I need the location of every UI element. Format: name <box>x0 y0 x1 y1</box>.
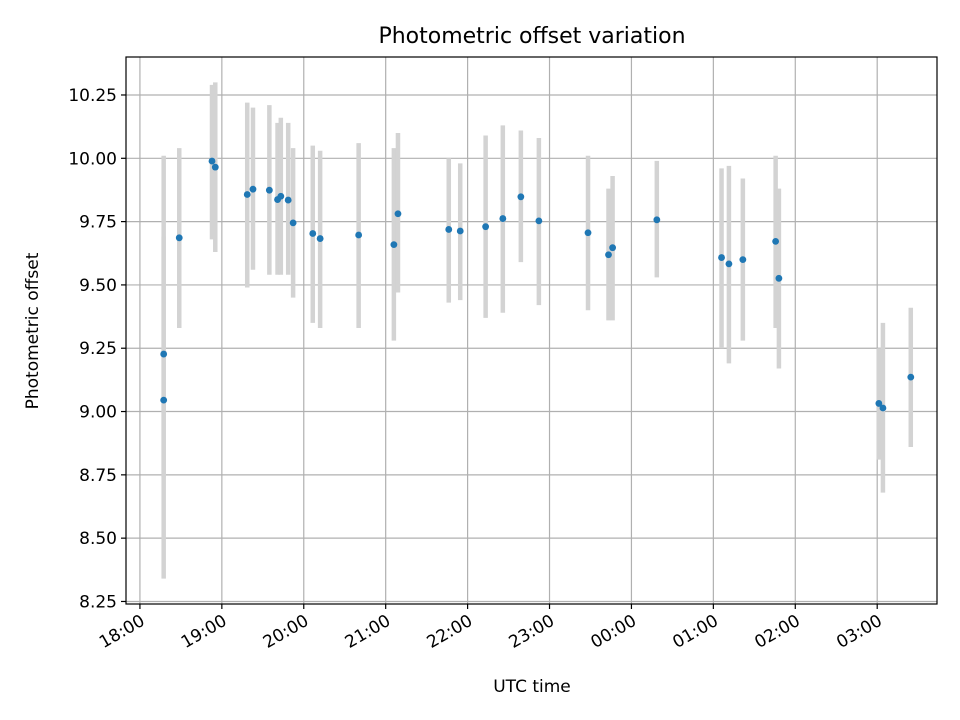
data-point <box>653 216 661 224</box>
y-tick-label: 9.50 <box>79 276 117 296</box>
plot-frame <box>125 56 938 605</box>
x-tick-label: 20:00 <box>260 611 312 653</box>
error-bars <box>161 82 914 579</box>
y-tick-label: 8.75 <box>79 466 117 486</box>
data-point <box>609 244 616 252</box>
data-point <box>879 404 887 412</box>
data-point <box>316 235 324 242</box>
x-tick-label: 03:00 <box>833 611 885 653</box>
data-points <box>160 157 915 412</box>
data-point <box>243 191 251 198</box>
x-tick-label: 18:00 <box>96 611 148 653</box>
data-point <box>875 400 883 407</box>
x-tick-label: 22:00 <box>424 611 476 653</box>
data-point <box>725 260 733 268</box>
data-point <box>277 192 285 200</box>
y-tick-label: 8.25 <box>79 592 117 612</box>
data-point <box>309 230 317 237</box>
y-tick-label: 9.75 <box>79 213 117 233</box>
data-point <box>175 234 183 242</box>
data-point <box>482 223 490 231</box>
data-point <box>284 196 292 204</box>
y-tick-label: 9.25 <box>79 339 117 359</box>
x-tick-label: 02:00 <box>751 611 803 653</box>
data-point <box>456 227 464 235</box>
data-point <box>907 373 915 381</box>
data-point <box>772 237 780 245</box>
data-point <box>355 231 363 239</box>
x-tick-label: 19:00 <box>178 611 230 653</box>
data-point <box>584 229 592 237</box>
y-tick-label: 9.00 <box>79 403 117 423</box>
y-tick-label: 10.25 <box>68 86 117 106</box>
x-tick-label: 21:00 <box>342 611 394 653</box>
chart-title: Photometric offset variation <box>378 24 685 49</box>
y-tick-label: 10.00 <box>68 149 117 169</box>
x-axis-label: UTC time <box>493 677 571 697</box>
x-tick-label: 23:00 <box>506 611 558 653</box>
data-point <box>249 185 257 193</box>
data-point <box>499 215 507 222</box>
data-point <box>535 217 543 225</box>
data-point <box>394 210 402 218</box>
data-point <box>208 157 216 165</box>
x-tick-label: 01:00 <box>669 611 721 653</box>
y-tick-label: 8.50 <box>79 529 117 549</box>
data-point <box>718 254 725 261</box>
data-point <box>160 350 168 358</box>
data-point <box>775 274 783 282</box>
data-point <box>605 251 612 259</box>
data-point <box>160 396 168 404</box>
data-point <box>289 219 297 227</box>
data-point <box>211 163 219 171</box>
y-axis-label: Photometric offset <box>23 252 43 409</box>
grid <box>126 57 937 604</box>
y-axis-ticks: 8.25 8.50 8.75 9.00 9.25 9.50 9.75 10.00 10.25 <box>68 86 126 612</box>
data-point <box>445 226 453 233</box>
data-point <box>739 256 747 263</box>
x-tick-label: 00:00 <box>588 611 640 653</box>
data-point <box>265 186 273 194</box>
data-point <box>390 241 398 249</box>
data-point <box>517 193 525 201</box>
x-axis-ticks: 18:00 19:00 20:00 21:00 22:00 23:00 00:00 01:00… <box>96 604 886 653</box>
